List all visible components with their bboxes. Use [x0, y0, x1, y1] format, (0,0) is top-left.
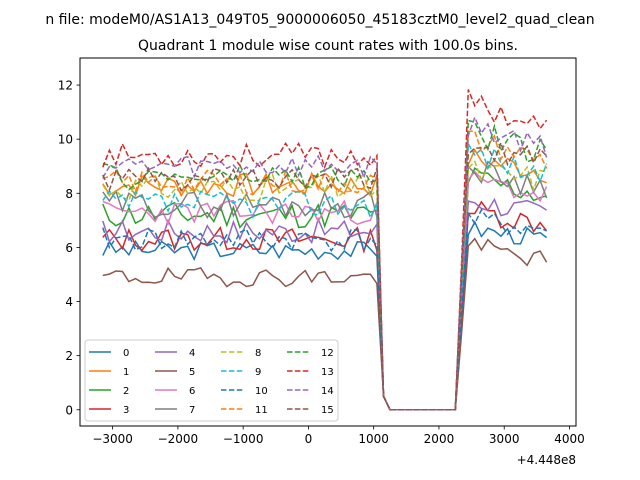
plot-frame	[79, 57, 577, 427]
x-tick-label: −3000	[92, 432, 133, 446]
legend-label: 2	[123, 386, 129, 397]
y-tick-label: 2	[65, 349, 73, 363]
legend-label: 11	[255, 405, 268, 416]
legend-label: 7	[189, 405, 195, 416]
x-tick-label: 1000	[358, 432, 389, 446]
y-tick-label: 0	[65, 403, 73, 417]
series-line-7	[102, 160, 548, 411]
y-tick-label: 8	[65, 187, 73, 201]
series-line-4	[102, 197, 548, 411]
series-line-14	[102, 115, 548, 411]
legend-label: 14	[321, 386, 334, 397]
x-tick-label: 2000	[424, 432, 455, 446]
series-line-11	[102, 130, 548, 411]
legend-label: 5	[189, 367, 195, 378]
series-line-5	[102, 237, 548, 411]
y-tick-label: 6	[65, 241, 73, 255]
legend-label: 1	[123, 367, 129, 378]
x-tick-label: 4000	[554, 432, 585, 446]
x-axis-offset-label: +4.448e8	[517, 453, 576, 467]
series-line-6	[102, 170, 548, 411]
legend-label: 12	[321, 348, 334, 359]
legend-box	[84, 339, 339, 422]
legend-label: 0	[123, 348, 129, 359]
chart-title: Quadrant 1 module wise count rates with …	[138, 38, 518, 54]
y-axis-ticks: 0 2 4 6 8 10 12	[58, 79, 80, 417]
legend-label: 4	[189, 348, 195, 359]
figure-suptitle: n file: modeM0/AS1A13_049T05_9000006050_…	[45, 12, 594, 28]
y-tick-label: 12	[58, 79, 73, 93]
series-line-0	[102, 220, 548, 411]
y-tick-label: 4	[65, 295, 73, 309]
series-lines	[102, 89, 548, 411]
legend-label: 3	[123, 405, 129, 416]
series-line-15	[102, 140, 548, 411]
legend-label: 10	[255, 386, 268, 397]
x-tick-label: 0	[305, 432, 313, 446]
legend-label: 6	[189, 386, 195, 397]
x-tick-label: −2000	[158, 432, 199, 446]
legend-label: 13	[321, 367, 334, 378]
series-line-13	[102, 89, 548, 411]
x-tick-label: −1000	[223, 432, 264, 446]
series-line-10	[102, 208, 547, 411]
series-line-9	[102, 141, 548, 411]
legend-label: 9	[255, 367, 261, 378]
legend-label: 8	[255, 348, 261, 359]
x-tick-label: 3000	[489, 432, 520, 446]
legend-label: 15	[321, 405, 334, 416]
y-tick-label: 10	[58, 133, 73, 147]
x-axis-ticks: −3000 −2000 −1000 0 1000 2000 3000 4000	[92, 426, 585, 446]
series-line-2	[102, 167, 547, 411]
